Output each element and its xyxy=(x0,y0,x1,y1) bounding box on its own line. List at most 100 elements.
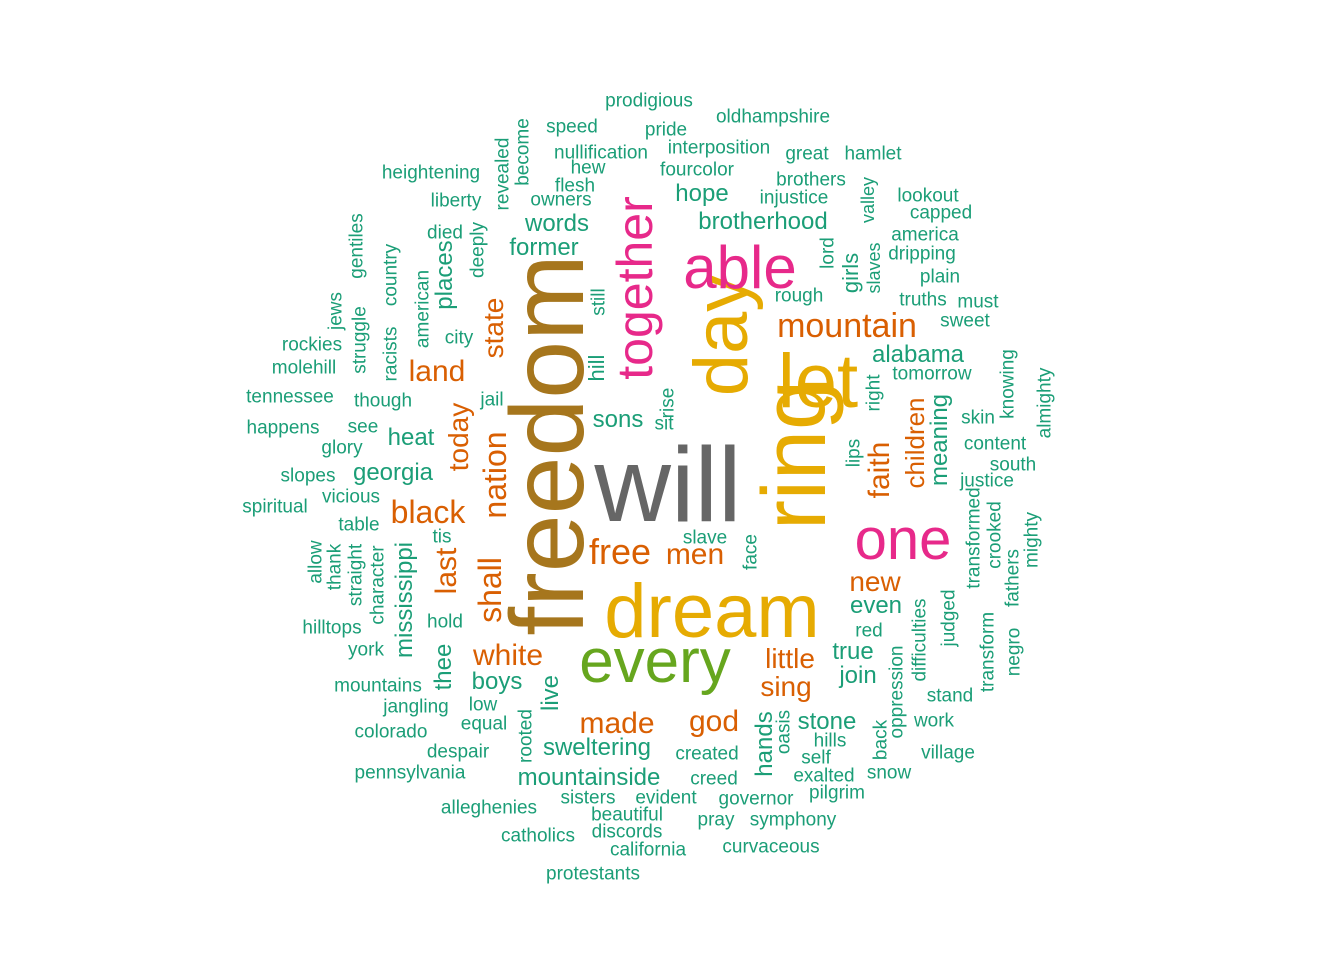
word-mountain: mountain xyxy=(777,307,917,345)
word-white: white xyxy=(472,639,544,672)
word-sweltering: sweltering xyxy=(542,734,652,761)
word-one: one xyxy=(854,507,952,572)
word-valley: valley xyxy=(858,176,878,224)
word-revealed: revealed xyxy=(492,137,514,211)
word-south: south xyxy=(989,454,1037,476)
word-transformed: transformed xyxy=(963,487,985,589)
word-hold: hold xyxy=(427,611,463,633)
word-sisters: sisters xyxy=(560,787,616,809)
word-slave: slave xyxy=(682,527,728,549)
word-jews: jews xyxy=(325,291,347,331)
word-catholics: catholics xyxy=(501,825,575,847)
word-self: self xyxy=(801,747,831,769)
word-though: though xyxy=(353,390,413,412)
word-let: let xyxy=(777,339,859,424)
word-protestants: protestants xyxy=(546,863,640,885)
word-become: become xyxy=(512,118,534,186)
word-knowing: knowing xyxy=(997,349,1019,419)
word-gentiles: gentiles xyxy=(346,213,368,279)
word-negro: negro xyxy=(1003,627,1025,677)
word-capped: capped xyxy=(909,202,973,224)
word-speed: speed xyxy=(546,116,598,138)
word-interposition: interposition xyxy=(667,137,771,159)
word-georgia: georgia xyxy=(352,459,434,486)
word-lookout: lookout xyxy=(897,185,959,207)
word-heat: heat xyxy=(387,424,435,451)
word-despair: despair xyxy=(426,741,490,763)
word-meaning: meaning xyxy=(926,393,953,487)
word-work: work xyxy=(913,710,955,732)
word-liberty: liberty xyxy=(430,190,482,212)
word-hope: hope xyxy=(675,180,729,207)
word-dream: dream xyxy=(604,569,820,654)
word-creed: creed xyxy=(690,768,738,790)
word-truths: truths xyxy=(899,289,947,311)
word-hew: hew xyxy=(570,157,606,179)
word-fourcolor: fourcolor xyxy=(660,159,734,181)
word-difficulties: difficulties xyxy=(909,598,931,682)
word-every: every xyxy=(579,627,731,696)
word-flesh: flesh xyxy=(554,175,596,197)
word-live: live xyxy=(537,674,564,712)
word-hill: hill xyxy=(584,354,609,382)
word-mighty: mighty xyxy=(1021,512,1043,568)
word-see: see xyxy=(347,416,379,438)
word-stand: stand xyxy=(926,685,974,707)
word-glory: glory xyxy=(321,437,363,459)
word-children: children xyxy=(900,397,930,489)
word-america: america xyxy=(891,224,959,246)
word-table: table xyxy=(338,514,380,536)
word-thee: thee xyxy=(430,643,457,691)
word-made: made xyxy=(579,707,655,740)
word-prodigious: prodigious xyxy=(605,90,693,112)
word-former: former xyxy=(509,234,579,261)
word-sing: sing xyxy=(760,671,812,702)
word-allow: allow xyxy=(305,540,327,584)
word-nullification: nullification xyxy=(554,142,648,164)
word-shall: shall xyxy=(472,557,508,623)
word-transform: transform xyxy=(977,611,999,693)
word-city: city xyxy=(444,327,474,349)
word-sons: sons xyxy=(592,406,644,433)
word-little: little xyxy=(765,643,815,674)
word-oldhampshire: oldhampshire xyxy=(715,106,831,128)
word-land: land xyxy=(408,355,466,388)
word-content: content xyxy=(963,433,1027,455)
word-spiritual: spiritual xyxy=(242,496,308,518)
word-today: today xyxy=(443,402,474,472)
word-slopes: slopes xyxy=(280,465,336,487)
word-injustice: injustice xyxy=(759,187,829,209)
word-beautiful: beautiful xyxy=(591,804,663,826)
word-heightening: heightening xyxy=(381,162,481,184)
word-able: able xyxy=(683,234,797,301)
word-exalted: exalted xyxy=(793,765,855,787)
word-must: must xyxy=(957,291,999,313)
word-free: free xyxy=(588,531,652,572)
word-black: black xyxy=(390,494,466,530)
word-face: face xyxy=(740,534,762,570)
word-almighty: almighty xyxy=(1034,367,1056,439)
word-stone: stone xyxy=(797,708,857,735)
word-skin: skin xyxy=(961,407,995,429)
word-together: together xyxy=(607,196,663,380)
word-justice: justice xyxy=(960,470,1014,492)
word-boys: boys xyxy=(471,668,523,695)
word-hilltops: hilltops xyxy=(302,617,362,639)
word-slaves: slaves xyxy=(864,242,884,294)
word-governor: governor xyxy=(718,788,794,810)
word-tis: tis xyxy=(432,526,452,548)
word-character: character xyxy=(367,545,389,625)
word-girls: girls xyxy=(838,252,863,294)
word-judged: judged xyxy=(938,589,960,647)
word-happens: happens xyxy=(246,417,320,439)
word-even: even xyxy=(849,592,903,619)
word-village: village xyxy=(921,742,975,764)
word-nation: nation xyxy=(477,431,513,519)
word-new: new xyxy=(849,566,901,597)
word-mountains: mountains xyxy=(334,675,422,697)
word-brotherhood: brotherhood xyxy=(698,208,828,235)
word-mountainside: mountainside xyxy=(517,764,661,791)
word-true: true xyxy=(832,638,874,665)
word-racists: racists xyxy=(380,326,402,382)
word-pray: pray xyxy=(697,809,735,831)
